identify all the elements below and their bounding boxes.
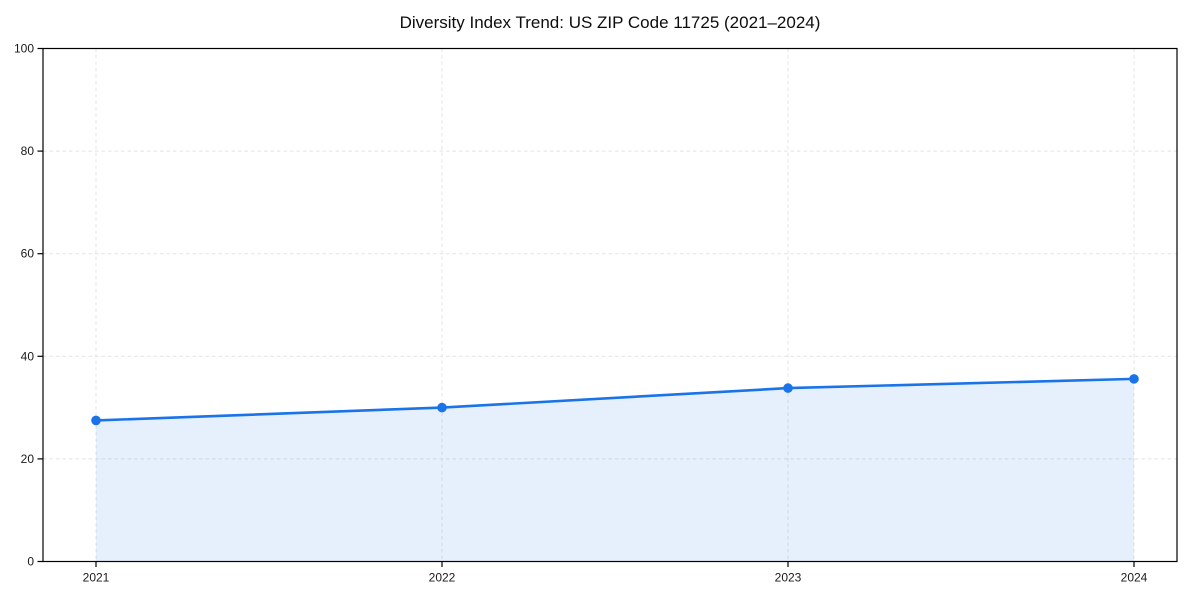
y-tick-label: 100 <box>14 42 34 56</box>
data-point <box>783 383 793 393</box>
y-tick-label: 40 <box>21 349 35 363</box>
x-tick-label: 2024 <box>1121 571 1148 585</box>
y-tick-label: 80 <box>21 144 35 158</box>
x-tick-label: 2022 <box>429 571 456 585</box>
data-point <box>1129 374 1139 384</box>
x-tick-label: 2021 <box>83 571 110 585</box>
axes-frame <box>42 47 1178 563</box>
data-point <box>91 415 101 426</box>
y-tick-label: 0 <box>27 555 34 569</box>
y-tick-label: 60 <box>21 247 35 261</box>
data-point <box>437 402 447 413</box>
y-tick-label: 20 <box>21 452 35 466</box>
chart-title: Diversity Index Trend: US ZIP Code 11725… <box>400 13 821 32</box>
area-fill <box>96 378 1134 562</box>
trend-line <box>94 377 1136 422</box>
x-tick-label: 2023 <box>775 571 802 585</box>
plot-area: 0 20 40 60 80 100 2021 2022 2023 2024 <box>14 42 1178 585</box>
